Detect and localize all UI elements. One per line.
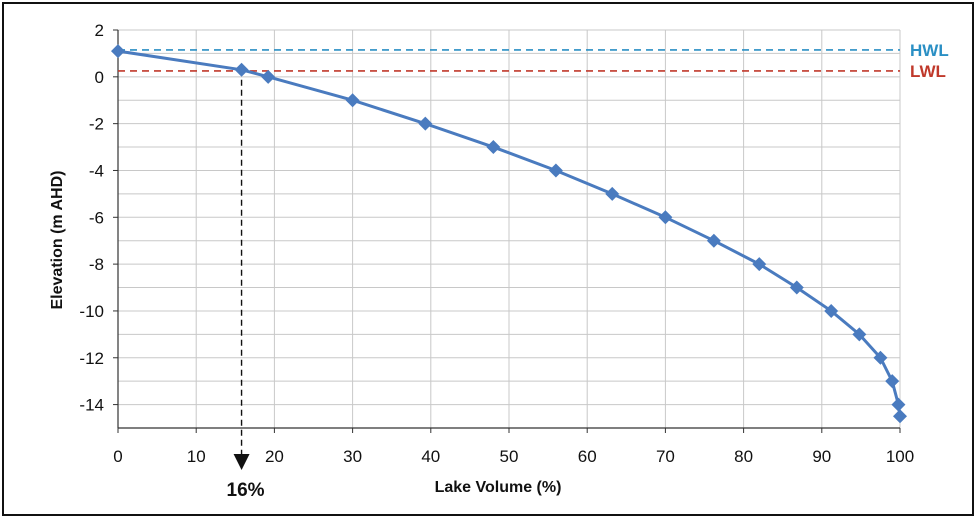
x-tick-label: 10 <box>187 447 206 466</box>
annotation-label: 16% <box>227 480 265 501</box>
x-tick-label: 30 <box>343 447 362 466</box>
hwl-label: HWL <box>910 41 949 60</box>
y-tick-label: -14 <box>79 396 104 415</box>
data-point <box>111 44 125 59</box>
data-point <box>752 257 767 272</box>
x-tick-label: 0 <box>113 447 122 466</box>
x-tick-label: 60 <box>578 447 597 466</box>
y-axis-label: Elevation (m AHD) <box>49 171 66 310</box>
data-point <box>261 69 276 84</box>
x-tick-label: 90 <box>812 447 831 466</box>
x-tick-labels: 0 10 20 30 40 50 60 70 80 90 100 <box>113 447 914 466</box>
x-tick-label: 20 <box>265 447 284 466</box>
reference-lines: HWL LWL <box>118 41 949 81</box>
y-tick-label: 0 <box>95 68 104 87</box>
elevation-series <box>111 44 907 424</box>
axes <box>113 29 901 433</box>
data-point <box>824 303 839 318</box>
y-tick-label: -12 <box>79 349 104 368</box>
y-tick-label: -4 <box>89 161 104 180</box>
x-tick-label: 80 <box>734 447 753 466</box>
x-tick-label: 50 <box>500 447 519 466</box>
annotation-arrow <box>233 454 250 470</box>
lwl-label: LWL <box>910 62 946 81</box>
data-point <box>345 93 360 108</box>
y-tick-label: -10 <box>79 302 104 321</box>
x-axis-label: Lake Volume (%) <box>435 479 562 496</box>
lake-volume-chart: 0 10 20 30 40 50 60 70 80 90 100 20-2-4-6-8-10-12-… <box>49 21 949 501</box>
data-point <box>789 280 804 295</box>
chart-frame: 0 10 20 30 40 50 60 70 80 90 100 2 0 -2 -4 -6 -8 -10 -12-… <box>2 2 974 516</box>
data-point <box>873 350 888 365</box>
data-point <box>658 210 673 225</box>
y-tick-label: -8 <box>89 255 104 274</box>
y-tick-label: -2 <box>89 115 104 134</box>
data-point <box>891 397 906 412</box>
y-tick-label: 2 <box>95 21 104 40</box>
data-point <box>418 116 433 131</box>
data-point <box>234 62 249 77</box>
y-tick-label: -6 <box>89 208 104 227</box>
data-point <box>486 140 501 155</box>
gridlines <box>117 29 901 429</box>
data-point <box>885 374 900 389</box>
data-point <box>893 409 907 424</box>
x-tick-label: 70 <box>656 447 675 466</box>
y-tick-labels: 2 0 -2 -4 -6 -8 -10 -12 -14 <box>79 21 104 415</box>
x-tick-label: 100 <box>886 447 914 466</box>
data-point <box>852 327 867 342</box>
data-point <box>706 233 721 248</box>
x-tick-label: 40 <box>421 447 440 466</box>
data-point <box>548 163 563 178</box>
volume-annotation: 16% <box>227 69 265 501</box>
data-point <box>605 186 620 201</box>
